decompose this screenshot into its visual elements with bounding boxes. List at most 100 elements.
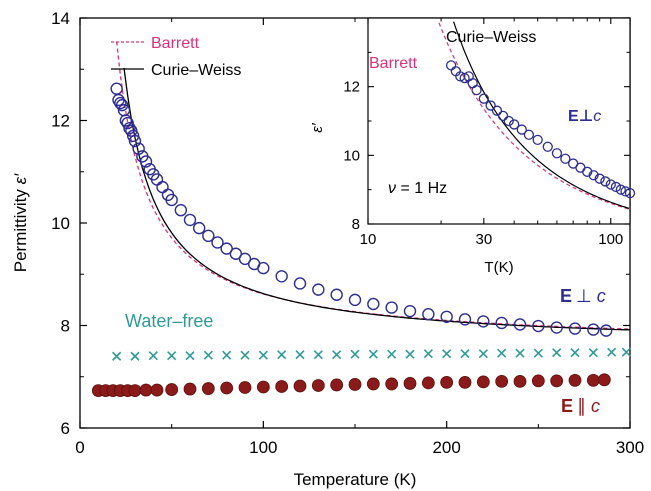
perp-data-point [348, 293, 362, 307]
water-free-data-point [533, 348, 543, 358]
main-fit-curves [116, 41, 631, 331]
perp-data-point [532, 319, 545, 333]
perp-data-point [477, 315, 490, 328]
water-free-data-point [478, 349, 488, 359]
frequency-value: = 1 Hz [396, 180, 447, 197]
perp-data-point [229, 247, 243, 260]
inset-perp-label-c: c [593, 108, 601, 125]
inset-y-tick-label: 10 [343, 147, 360, 164]
inset-perp-data-point [503, 115, 514, 127]
y-axis-title: Permittivity ε′ [11, 173, 30, 272]
parallel-data-point [275, 380, 289, 393]
water-free-data-point [350, 349, 360, 359]
perp-data-point [202, 229, 215, 243]
perp-data-point [123, 121, 136, 135]
parallel-label-e: E [561, 396, 573, 416]
parallel-data-point [311, 379, 325, 392]
inset-x-tick-label: 100 [598, 231, 623, 248]
inset-y-tick-label: 12 [343, 79, 360, 96]
inset-perp-data-point [560, 153, 571, 164]
x-tick-label: 200 [432, 438, 460, 457]
inset-perp-label-e: E⊥ [568, 108, 593, 125]
parallel-data-point [150, 383, 164, 397]
legend-curie-label: Curie–Weiss [151, 62, 241, 79]
water-free-data-point [497, 348, 507, 358]
water-free-data-point [570, 348, 580, 358]
parallel-data-point [183, 382, 197, 396]
water-free-data-point [167, 351, 177, 361]
water-free-data-point [203, 350, 213, 360]
perp-label-c: c [597, 286, 606, 306]
parallel-data-point [201, 382, 215, 395]
inset-x-tick-label: 30 [475, 231, 492, 248]
parallel-data-point [293, 379, 307, 393]
inset-x-tick-label: 10 [360, 231, 377, 248]
y-tick-label: 10 [51, 214, 70, 233]
parallel-data-point [586, 373, 600, 387]
parallel-data-point [421, 376, 435, 390]
inset-perp-data-point [615, 184, 626, 195]
perp-data-point [128, 134, 142, 148]
perp-data-point [115, 98, 129, 112]
perp-data-point [114, 96, 127, 110]
perp-data-point [257, 261, 270, 275]
parallel-data-point [458, 375, 472, 389]
inset-perp-label: E⊥c [568, 108, 601, 125]
x-axis-title: Temperature (K) [294, 470, 417, 489]
main-series [91, 82, 631, 397]
perp-data-point [238, 252, 252, 266]
perp-data-point [126, 129, 140, 143]
water-free-data-point [332, 350, 342, 360]
inset-y-tick-label: 8 [352, 216, 360, 233]
parallel-data-point [366, 377, 380, 391]
inset-perp-data-point [478, 93, 489, 104]
parallel-data-point [139, 383, 153, 397]
perp-label: E ⊥ c [560, 286, 606, 306]
perp-data-point [568, 322, 582, 335]
perp-data-point [183, 213, 197, 227]
water-free-data-point [148, 351, 158, 361]
water-free-data-point [313, 350, 323, 360]
inset-perp-data-point [516, 124, 527, 135]
perp-data-point [165, 193, 178, 207]
parallel-data-point [256, 380, 270, 394]
parallel-data-point [128, 384, 142, 397]
inset-perp-data-point [588, 170, 599, 181]
inset-barrett-fit-curve [438, 22, 630, 210]
parallel-data-point [385, 377, 399, 391]
water-free-data-point [112, 351, 122, 361]
parallel-data-point [165, 383, 179, 396]
inset-fit-curves [438, 21, 630, 210]
parallel-data-point [476, 375, 490, 389]
water-free-data-point [387, 349, 397, 359]
water-free-data-point [368, 349, 378, 359]
water-free-data-point [460, 349, 470, 359]
x-tick-label: 100 [249, 438, 277, 457]
inset-perp-data-point [600, 176, 611, 187]
water-free-data-point [240, 350, 250, 360]
y-tick-label: 8 [61, 317, 70, 336]
main-legend: Barrett Curie–Weiss [111, 35, 241, 79]
parallel-data-point [568, 373, 582, 387]
perp-data-point [192, 221, 206, 235]
perp-data-point [139, 155, 153, 168]
perp-data-point [330, 288, 343, 301]
perp-data-point [275, 270, 288, 283]
perp-data-point [110, 82, 123, 95]
water-free-data-point [588, 348, 598, 358]
frequency-label: ν = 1 Hz [388, 180, 447, 197]
legend-barrett-label: Barrett [151, 35, 200, 52]
x-tick-label: 0 [75, 438, 84, 457]
perp-label-symbol: ⊥ [576, 286, 592, 306]
water-free-data-point [295, 350, 305, 360]
perp-data-point [587, 323, 600, 336]
parallel-data-point [495, 374, 509, 388]
y-axis-title-text: Permittivity [11, 184, 30, 272]
inset-perp-data-point [624, 187, 636, 199]
inset-perp-data-point [610, 181, 622, 193]
inset-perp-data-point [605, 179, 616, 190]
perp-data-point [121, 116, 134, 130]
parallel-label-symbol: ∥ [577, 396, 586, 416]
